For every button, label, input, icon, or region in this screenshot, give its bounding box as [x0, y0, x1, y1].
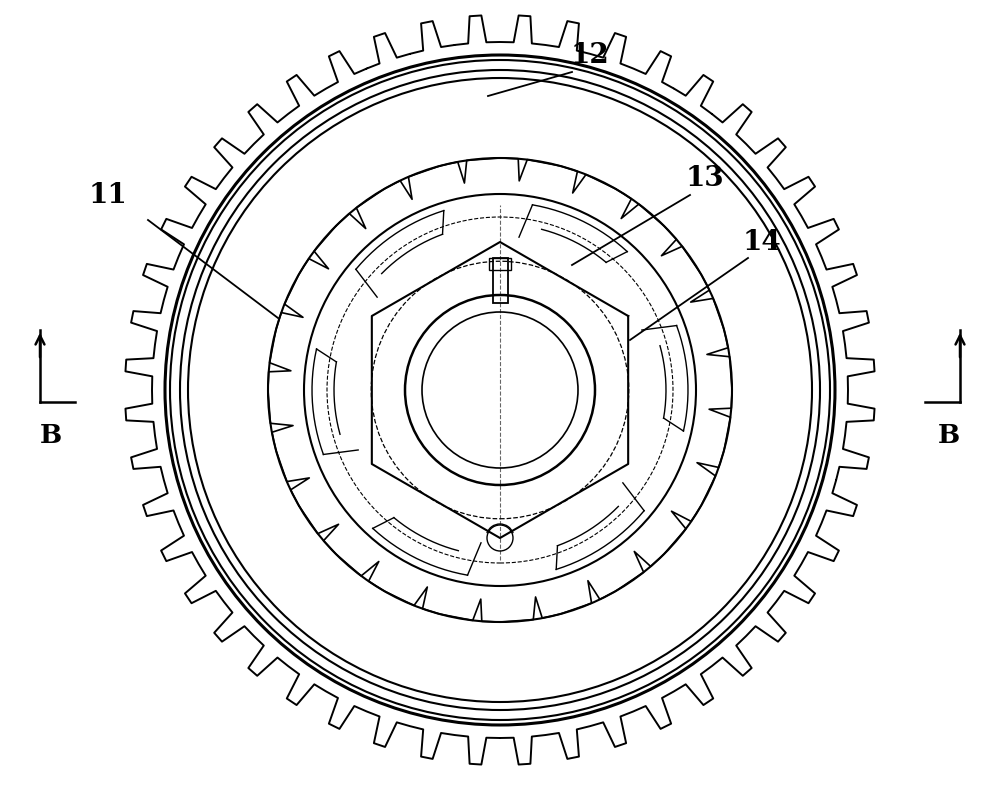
- Bar: [493, 258, 508, 303]
- Text: 11: 11: [89, 181, 127, 208]
- Text: B: B: [938, 422, 960, 448]
- Text: 14: 14: [743, 228, 781, 255]
- Bar: [489, 258, 511, 270]
- Text: 13: 13: [686, 165, 724, 192]
- Text: B: B: [40, 422, 62, 448]
- Text: 12: 12: [571, 41, 609, 68]
